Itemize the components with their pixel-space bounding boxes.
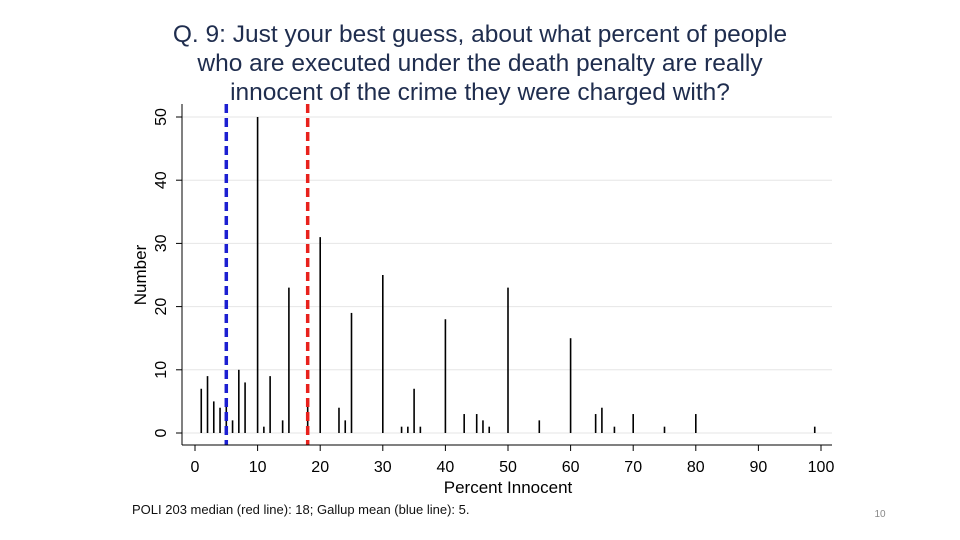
footnote: POLI 203 median (red line): 18; Gallup m… [132, 502, 470, 517]
title-line-3: innocent of the crime they were charged … [230, 79, 730, 106]
y-tick-label: 20 [153, 298, 170, 316]
x-tick-label: 90 [750, 459, 768, 476]
y-axis-label: Number [131, 244, 150, 305]
axes [176, 104, 832, 451]
title-line-2: who are executed under the death penalty… [197, 50, 763, 77]
tick-labels: 0 10 20 30 40 50 0 10 20 30 40 50 60 70 80 90 100 [153, 108, 834, 476]
x-tick-label: 50 [499, 459, 517, 476]
x-tick-label: 70 [624, 459, 642, 476]
x-tick-label: 40 [437, 459, 455, 476]
x-axis-label: Percent Innocent [444, 478, 573, 497]
x-tick-label: 60 [562, 459, 580, 476]
y-tick-label: 10 [153, 361, 170, 379]
bars [200, 117, 816, 433]
x-tick-label: 0 [191, 459, 200, 476]
y-tick-label: 0 [153, 428, 170, 437]
y-tick-label: 50 [153, 108, 170, 126]
page-number: 10 [874, 509, 886, 520]
chart-title: Q. 9: Just your best guess, about what p… [100, 20, 860, 107]
x-tick-label: 20 [311, 459, 329, 476]
y-tick-label: 40 [153, 171, 170, 189]
y-tick-label: 30 [153, 234, 170, 252]
gridlines [182, 116, 832, 434]
x-tick-label: 10 [249, 459, 267, 476]
reference-lines [224, 104, 310, 445]
x-tick-label: 30 [374, 459, 392, 476]
x-tick-label: 100 [808, 459, 835, 476]
title-line-1: Q. 9: Just your best guess, about what p… [172, 21, 788, 48]
x-tick-label: 80 [687, 459, 705, 476]
